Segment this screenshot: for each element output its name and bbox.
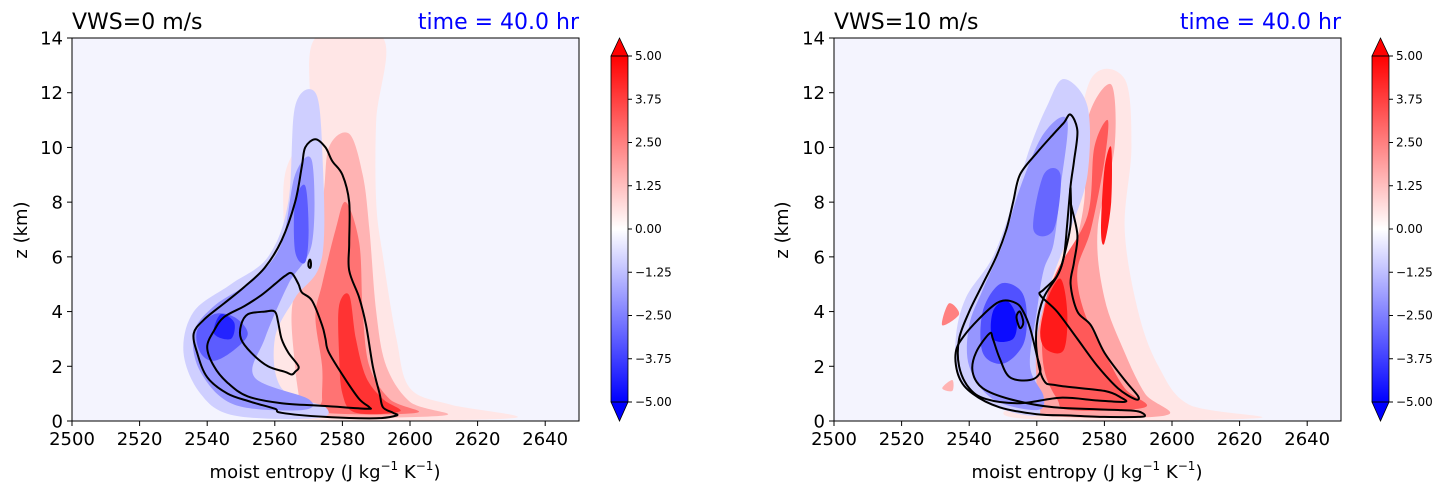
positive-region-5 xyxy=(941,303,960,326)
negative-region-4 xyxy=(990,300,1018,343)
negative-region-3 xyxy=(1033,167,1061,237)
contour-lines xyxy=(192,138,399,420)
contour-line-2 xyxy=(1015,310,1025,330)
y-tick-label: 2 xyxy=(814,357,825,378)
colorbar: 5.00 3.75 2.50 1.25 0.00 −1.25 −2.50 −3.75 −5.00 xyxy=(1371,37,1433,422)
contour-lines xyxy=(954,113,1146,419)
y-tick-label: 12 xyxy=(40,83,63,104)
positive-region-3 xyxy=(1040,278,1068,354)
colorbar-tick-label: 3.75 xyxy=(1396,92,1423,106)
panel-title: VWS=0 m/s xyxy=(72,10,203,35)
y-axis-label: z (km) xyxy=(772,201,793,258)
x-tick-label: 2640 xyxy=(522,429,568,450)
colorbar-tick-label: −3.75 xyxy=(1396,352,1433,366)
y-tick-label: 6 xyxy=(814,247,825,268)
y-tick-label: 12 xyxy=(802,83,825,104)
x-tick-label: 2520 xyxy=(879,429,925,450)
x-tick-label: 2580 xyxy=(1081,429,1127,450)
colorbar-max-arrow xyxy=(1371,37,1390,57)
panel-title: VWS=10 m/s xyxy=(834,10,979,35)
y-tick-label: 8 xyxy=(52,193,63,214)
plot-frame xyxy=(833,37,1342,422)
x-tick-label: 2540 xyxy=(946,429,992,450)
x-axis-label: moist entropy (J kg−1 K−1) xyxy=(972,459,1203,483)
y-tick-label: 0 xyxy=(814,412,825,433)
y-axis-ticks: 0 2 4 6 8 10 12 14 xyxy=(802,29,834,433)
y-tick-label: 14 xyxy=(40,29,63,50)
panel-vws-0: 2500 2520 2540 2560 2580 2600 2620 2640 0 2 4 6 8 10… xyxy=(11,10,672,483)
colorbar-tick-label: 0.00 xyxy=(635,222,662,236)
contour-line-1 xyxy=(206,271,372,410)
positive-region-2 xyxy=(1041,119,1148,411)
colorbar-tick-label: 2.50 xyxy=(635,136,662,150)
positive-region-6 xyxy=(942,379,954,392)
y-tick-label: 10 xyxy=(802,138,825,159)
x-tick-label: 2580 xyxy=(319,429,365,450)
y-tick-label: 4 xyxy=(814,302,825,323)
colorbar-tick-label: 2.50 xyxy=(1396,136,1423,150)
colorbar-tick-label: −3.75 xyxy=(635,352,672,366)
y-axis-ticks: 0 2 4 6 8 10 12 14 xyxy=(40,29,72,433)
time-label: time = 40.0 hr xyxy=(1180,10,1342,35)
colorbar-tick-label: −2.50 xyxy=(635,309,672,323)
x-tick-label: 2520 xyxy=(117,429,163,450)
negative-region-4 xyxy=(213,313,235,340)
y-tick-label: 2 xyxy=(52,357,63,378)
negative-region-3 xyxy=(293,184,309,264)
y-axis-label: z (km) xyxy=(11,201,32,258)
positive-region-4 xyxy=(1101,146,1113,245)
x-tick-label: 2560 xyxy=(1014,429,1060,450)
colorbar-tick-label: 3.75 xyxy=(635,92,662,106)
colorbar-max-arrow xyxy=(610,37,629,57)
x-tick-label: 2540 xyxy=(184,429,230,450)
colorbar-tick-label: 5.00 xyxy=(635,49,662,63)
panel-vws-10: 2500 2520 2540 2560 2580 2600 2620 2640 0 2 4 6 8 10… xyxy=(772,10,1433,483)
positive-region-3 xyxy=(338,293,401,415)
entropy-fill-regions xyxy=(183,38,518,421)
contour-line-2 xyxy=(238,309,300,376)
contour-line-0 xyxy=(956,113,1128,405)
x-tick-label: 2600 xyxy=(1149,429,1195,450)
colorbar-gradient xyxy=(611,56,628,402)
colorbar-tick-label: 5.00 xyxy=(1396,49,1423,63)
y-tick-label: 4 xyxy=(52,302,63,323)
y-tick-label: 14 xyxy=(802,29,825,50)
colorbar-tick-label: −5.00 xyxy=(635,395,672,409)
x-axis-ticks: 2500 2520 2540 2560 2580 2600 2620 2640 xyxy=(49,421,568,450)
colorbar-tick-label: −1.25 xyxy=(635,265,672,279)
colorbar-tick-label: −1.25 xyxy=(1396,265,1433,279)
colorbar-tick-label: 1.25 xyxy=(1396,179,1423,193)
x-axis-ticks: 2500 2520 2540 2560 2580 2600 2620 2640 xyxy=(811,421,1330,450)
colorbar-tick-label: −5.00 xyxy=(1396,395,1433,409)
x-tick-label: 2560 xyxy=(252,429,298,450)
x-tick-label: 2640 xyxy=(1284,429,1330,450)
x-tick-label: 2620 xyxy=(1217,429,1263,450)
y-tick-label: 6 xyxy=(52,247,63,268)
contour-line-0 xyxy=(192,138,399,420)
x-axis-label: moist entropy (J kg−1 K−1) xyxy=(210,459,441,483)
colorbar-min-arrow xyxy=(1371,401,1390,422)
colorbar-tick-label: −2.50 xyxy=(1396,309,1433,323)
x-tick-label: 2500 xyxy=(49,429,95,450)
colorbar-gradient xyxy=(1372,56,1389,402)
x-tick-label: 2500 xyxy=(811,429,857,450)
colorbar-tick-label: 1.25 xyxy=(635,179,662,193)
colorbar-tick-label: 0.00 xyxy=(1396,222,1423,236)
x-tick-label: 2600 xyxy=(387,429,433,450)
y-tick-label: 10 xyxy=(40,138,63,159)
colorbar: 5.00 3.75 2.50 1.25 0.00 −1.25 −2.50 −3.75 −5.00 xyxy=(610,37,672,422)
x-tick-label: 2620 xyxy=(455,429,501,450)
plot-frame xyxy=(71,37,580,422)
y-tick-label: 8 xyxy=(814,193,825,214)
contour-line-3 xyxy=(307,258,312,269)
contour-line-1 xyxy=(954,299,1146,419)
y-tick-label: 0 xyxy=(52,412,63,433)
colorbar-min-arrow xyxy=(610,401,629,422)
contour-line-3 xyxy=(1038,186,1140,401)
time-label: time = 40.0 hr xyxy=(418,10,580,35)
